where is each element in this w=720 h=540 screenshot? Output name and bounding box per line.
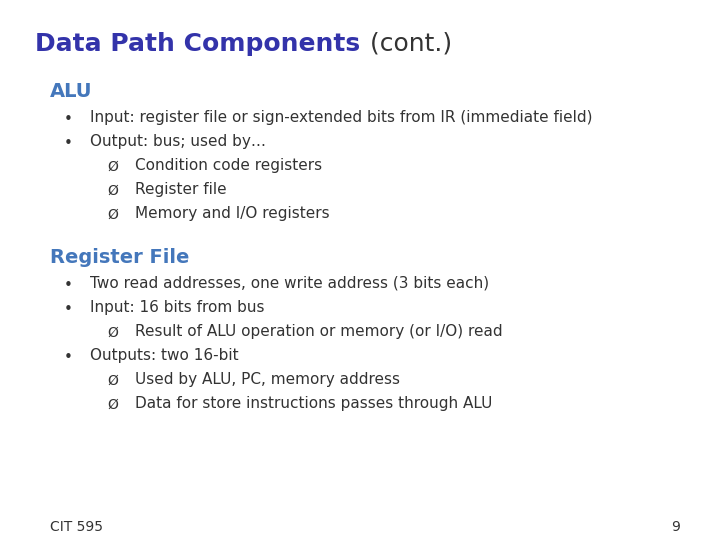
Text: Memory and I/O registers: Memory and I/O registers — [135, 206, 330, 221]
Text: Input: register file or sign-extended bits from IR (immediate field): Input: register file or sign-extended bi… — [90, 110, 593, 125]
Text: •: • — [64, 278, 73, 293]
Text: Output: bus; used by…: Output: bus; used by… — [90, 134, 266, 149]
Text: Result of ALU operation or memory (or I/O) read: Result of ALU operation or memory (or I/… — [135, 324, 503, 339]
Text: Outputs: two 16-bit: Outputs: two 16-bit — [90, 348, 238, 363]
Text: Ø: Ø — [107, 374, 118, 388]
Text: 9: 9 — [671, 520, 680, 534]
Text: Used by ALU, PC, memory address: Used by ALU, PC, memory address — [135, 372, 400, 387]
Text: Ø: Ø — [107, 208, 118, 222]
Text: Ø: Ø — [107, 160, 118, 174]
Text: Data for store instructions passes through ALU: Data for store instructions passes throu… — [135, 396, 492, 411]
Text: CIT 595: CIT 595 — [50, 520, 103, 534]
Text: Two read addresses, one write address (3 bits each): Two read addresses, one write address (3… — [90, 276, 489, 291]
Text: •: • — [64, 302, 73, 317]
Text: •: • — [64, 112, 73, 127]
Text: Ø: Ø — [107, 326, 118, 340]
Text: •: • — [64, 350, 73, 365]
Text: Condition code registers: Condition code registers — [135, 158, 322, 173]
Text: Ø: Ø — [107, 398, 118, 412]
Text: Input: 16 bits from bus: Input: 16 bits from bus — [90, 300, 264, 315]
Text: Register file: Register file — [135, 182, 227, 197]
Text: ALU: ALU — [50, 82, 92, 101]
Text: Register File: Register File — [50, 248, 189, 267]
Text: (cont.): (cont.) — [362, 32, 452, 56]
Text: Data Path Components: Data Path Components — [35, 32, 360, 56]
Text: Ø: Ø — [107, 184, 118, 198]
Text: •: • — [64, 136, 73, 151]
